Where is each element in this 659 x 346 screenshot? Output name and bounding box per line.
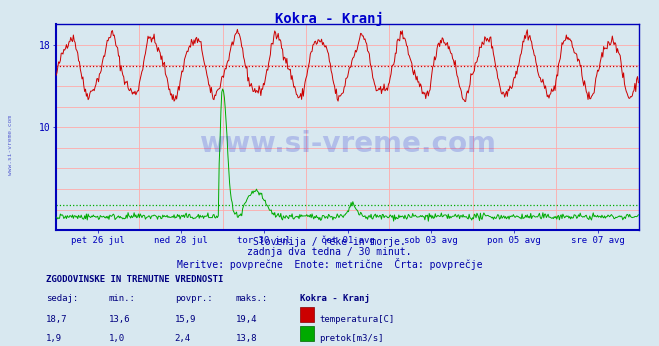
Text: 15,9: 15,9	[175, 315, 196, 324]
Text: min.:: min.:	[109, 294, 136, 303]
Text: ZGODOVINSKE IN TRENUTNE VREDNOSTI: ZGODOVINSKE IN TRENUTNE VREDNOSTI	[46, 275, 223, 284]
Text: povpr.:: povpr.:	[175, 294, 212, 303]
Text: zadnja dva tedna / 30 minut.: zadnja dva tedna / 30 minut.	[247, 247, 412, 257]
Text: sedaj:: sedaj:	[46, 294, 78, 303]
Text: 2,4: 2,4	[175, 334, 190, 343]
Text: 1,9: 1,9	[46, 334, 62, 343]
Text: maks.:: maks.:	[236, 294, 268, 303]
Text: Kokra - Kranj: Kokra - Kranj	[275, 12, 384, 26]
Text: www.si-vreme.com: www.si-vreme.com	[8, 115, 13, 175]
Text: Kokra - Kranj: Kokra - Kranj	[300, 294, 370, 303]
Text: www.si-vreme.com: www.si-vreme.com	[199, 130, 496, 158]
Text: pretok[m3/s]: pretok[m3/s]	[320, 334, 384, 343]
Text: 19,4: 19,4	[236, 315, 258, 324]
Text: Meritve: povprečne  Enote: metrične  Črta: povprečje: Meritve: povprečne Enote: metrične Črta:…	[177, 258, 482, 270]
Text: 18,7: 18,7	[46, 315, 68, 324]
Text: 13,8: 13,8	[236, 334, 258, 343]
Text: 1,0: 1,0	[109, 334, 125, 343]
Text: Slovenija / reke in morje.: Slovenija / reke in morje.	[253, 237, 406, 247]
Text: temperatura[C]: temperatura[C]	[320, 315, 395, 324]
Text: 13,6: 13,6	[109, 315, 130, 324]
